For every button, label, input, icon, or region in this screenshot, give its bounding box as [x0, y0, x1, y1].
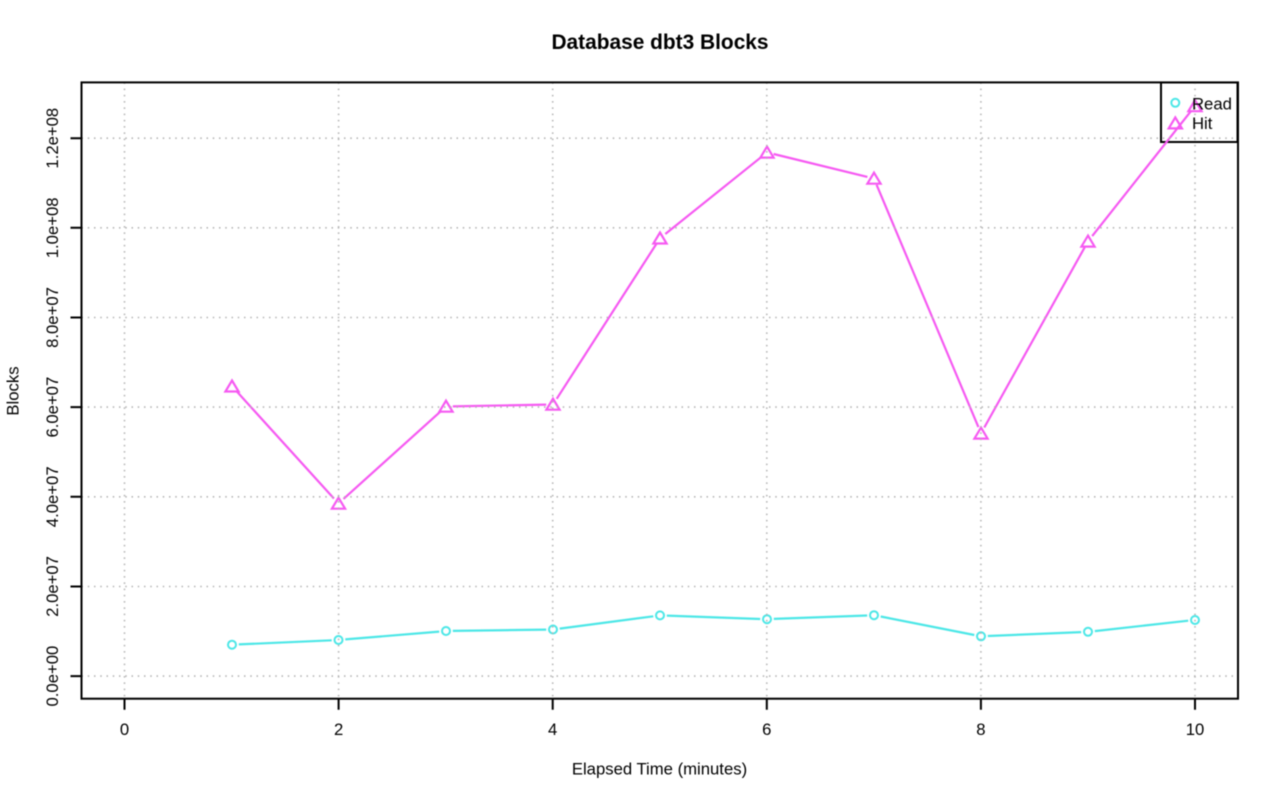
svg-text:Blocks: Blocks [4, 366, 23, 415]
svg-text:2: 2 [334, 720, 343, 739]
svg-text:8.0e+07: 8.0e+07 [43, 287, 62, 348]
svg-text:Hit: Hit [1192, 114, 1213, 133]
svg-text:0.0e+00: 0.0e+00 [43, 646, 62, 707]
svg-text:6.0e+07: 6.0e+07 [43, 377, 62, 438]
svg-text:1.0e+08: 1.0e+08 [43, 197, 62, 258]
svg-text:1.2e+08: 1.2e+08 [43, 108, 62, 169]
svg-text:2.0e+07: 2.0e+07 [43, 556, 62, 617]
svg-text:Elapsed Time (minutes): Elapsed Time (minutes) [572, 760, 747, 779]
svg-text:4: 4 [548, 720, 557, 739]
svg-text:Database dbt3 Blocks: Database dbt3 Blocks [551, 31, 768, 54]
svg-text:0: 0 [120, 720, 129, 739]
svg-text:4.0e+07: 4.0e+07 [43, 466, 62, 527]
svg-text:8: 8 [976, 720, 985, 739]
svg-text:6: 6 [762, 720, 771, 739]
svg-text:10: 10 [1186, 720, 1205, 739]
svg-text:Read: Read [1192, 94, 1232, 113]
